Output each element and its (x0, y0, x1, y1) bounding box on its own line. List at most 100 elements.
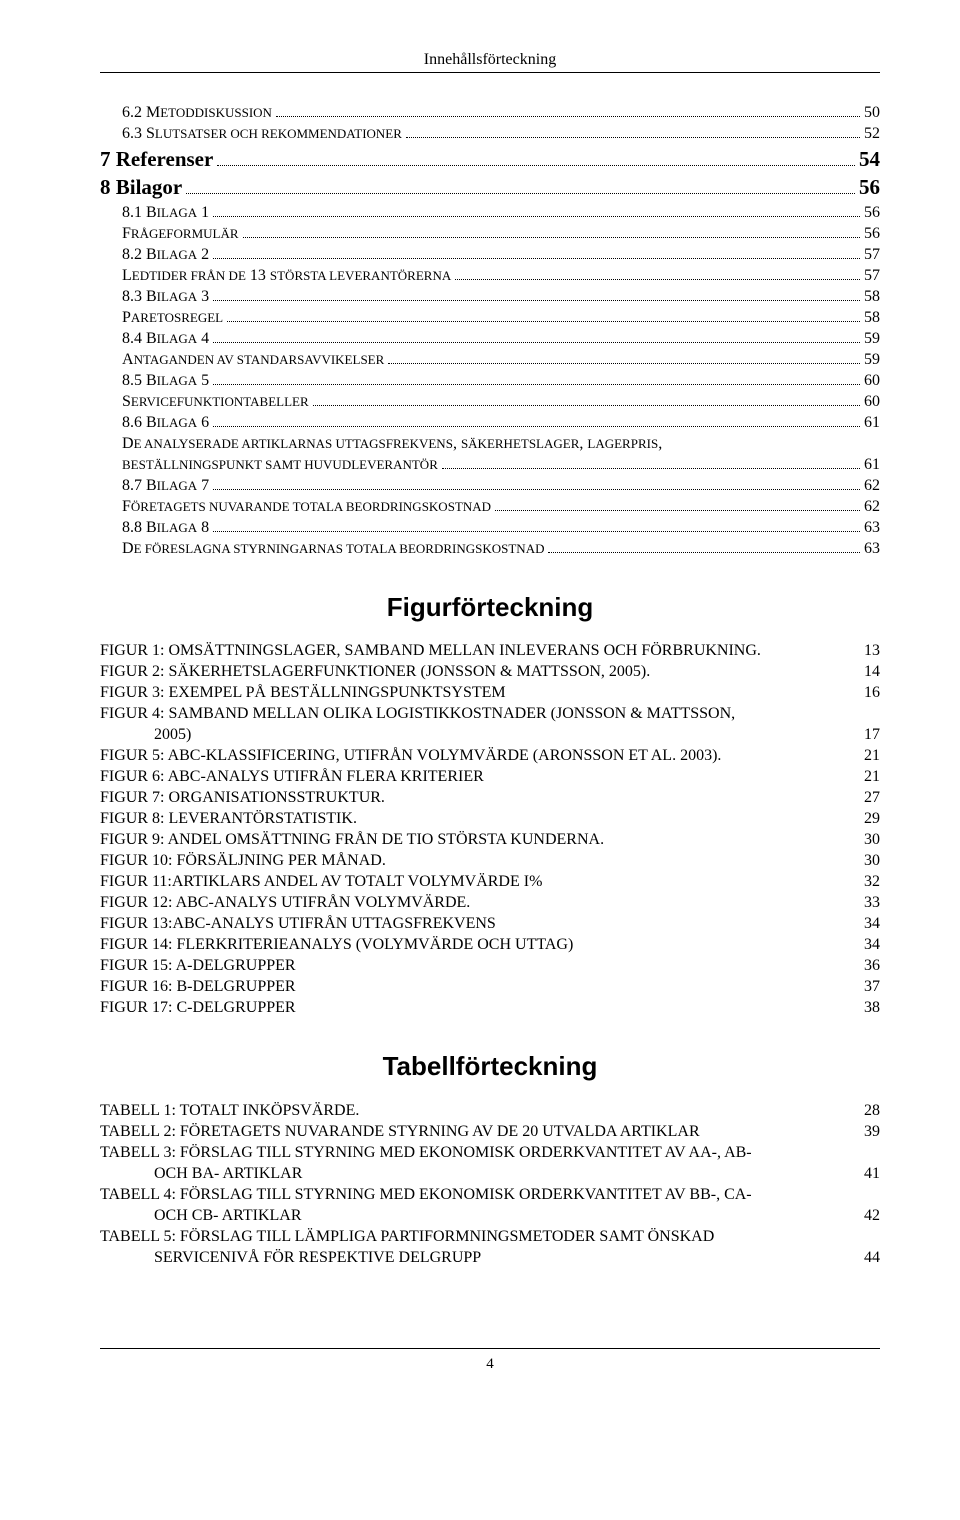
list-entry: FIGUR 1: OMSÄTTNINGSLAGER, SAMBAND MELLA… (100, 641, 880, 661)
list-entry-page: 28 (850, 1101, 880, 1121)
list-entry-page: 33 (850, 893, 880, 913)
toc-entry: SERVICEFUNKTIONTABELLER 60 (100, 392, 880, 412)
toc-entry-label: 8.4 BILAGA 4 (122, 329, 209, 349)
toc-leader-dots (213, 426, 860, 427)
toc-entry-page: 60 (864, 371, 880, 391)
toc-entry-label: 6.2 METODDISKUSSION (122, 103, 272, 123)
list-entry: TABELL 1: TOTALT INKÖPSVÄRDE.28 (100, 1101, 880, 1121)
list-entry-label: OCH CB- ARTIKLAR (100, 1206, 850, 1226)
toc-entry-label: 8.8 BILAGA 8 (122, 518, 209, 538)
toc-leader-dots (217, 165, 855, 166)
list-entry-page: 17 (850, 725, 880, 745)
table-list-heading: Tabellförteckning (100, 1050, 880, 1083)
toc-entry-page: 61 (864, 455, 880, 475)
toc-entry-page: 52 (864, 124, 880, 144)
toc-leader-dots (406, 137, 860, 138)
list-entry: FIGUR 4: SAMBAND MELLAN OLIKA LOGISTIKKO… (100, 704, 880, 724)
toc-entry-label: DE FÖRESLAGNA STYRNINGARNAS TOTALA BEORD… (122, 539, 544, 559)
toc-entry-page: 63 (864, 539, 880, 559)
list-entry: FIGUR 8: LEVERANTÖRSTATISTIK.29 (100, 809, 880, 829)
list-entry: FIGUR 7: ORGANISATIONSSTRUKTUR.27 (100, 788, 880, 808)
toc-entry-page: 56 (864, 224, 880, 244)
toc-entry-label: SERVICEFUNKTIONTABELLER (122, 392, 309, 412)
list-entry-page: 36 (850, 956, 880, 976)
list-entry-label: FIGUR 14: FLERKRITERIEANALYS (VOLYMVÄRDE… (100, 935, 850, 955)
toc-entry: FÖRETAGETS NUVARANDE TOTALA BEORDRINGSKO… (100, 497, 880, 517)
toc-entry: 8.8 BILAGA 863 (100, 518, 880, 538)
list-entry: FIGUR 3: EXEMPEL PÅ BESTÄLLNINGSPUNKTSYS… (100, 683, 880, 703)
list-entry: FIGUR 2: SÄKERHETSLAGERFUNKTIONER (JONSS… (100, 662, 880, 682)
footer-rule (100, 1348, 880, 1349)
list-entry-page: 30 (850, 851, 880, 871)
list-entry-label: FIGUR 4: SAMBAND MELLAN OLIKA LOGISTIKKO… (100, 704, 850, 724)
list-entry-page: 42 (850, 1206, 880, 1226)
toc-entry-page: 62 (864, 476, 880, 496)
toc-leader-dots (313, 405, 860, 406)
list-entry: FIGUR 6: ABC-ANALYS UTIFRÅN FLERA KRITER… (100, 767, 880, 787)
toc-entry-page: 57 (864, 266, 880, 286)
list-entry-label: FIGUR 10: FÖRSÄLJNING PER MÅNAD. (100, 851, 850, 871)
list-entry-page (850, 704, 880, 724)
toc-leader-dots (213, 258, 860, 259)
list-entry: TABELL 5: FÖRSLAG TILL LÄMPLIGA PARTIFOR… (100, 1227, 880, 1247)
toc-leader-dots (548, 552, 860, 553)
list-entry-label: FIGUR 15: A-DELGRUPPER (100, 956, 850, 976)
list-entry-label: FIGUR 13:ABC-ANALYS UTIFRÅN UTTAGSFREKVE… (100, 914, 850, 934)
toc-entry-page: 60 (864, 392, 880, 412)
list-entry-label: FIGUR 7: ORGANISATIONSSTRUKTUR. (100, 788, 850, 808)
toc-entry-page: 50 (864, 103, 880, 123)
toc-entry-page: 59 (864, 329, 880, 349)
list-entry-label: FIGUR 11:ARTIKLARS ANDEL AV TOTALT VOLYM… (100, 872, 850, 892)
list-entry: FIGUR 10: FÖRSÄLJNING PER MÅNAD.30 (100, 851, 880, 871)
list-entry-label: TABELL 4: FÖRSLAG TILL STYRNING MED EKON… (100, 1185, 850, 1205)
toc-entry-label: 8.2 BILAGA 2 (122, 245, 209, 265)
list-entry: TABELL 3: FÖRSLAG TILL STYRNING MED EKON… (100, 1143, 880, 1163)
toc-leader-dots (213, 384, 860, 385)
toc-entry-page: 56 (859, 174, 880, 200)
list-entry-label: FIGUR 5: ABC-KLASSIFICERING, UTIFRÅN VOL… (100, 746, 850, 766)
list-entry-label: TABELL 3: FÖRSLAG TILL STYRNING MED EKON… (100, 1143, 850, 1163)
toc-entry: 8.6 BILAGA 6 61 (100, 413, 880, 433)
toc-entry: BESTÄLLNINGSPUNKT SAMT HUVUDLEVERANTÖR 61 (100, 455, 880, 475)
list-entry-page (850, 1143, 880, 1163)
toc-entry-label: FÖRETAGETS NUVARANDE TOTALA BEORDRINGSKO… (122, 497, 491, 517)
toc-leader-dots (213, 531, 860, 532)
list-entry: FIGUR 17: C-DELGRUPPER38 (100, 998, 880, 1018)
list-entry-page: 13 (850, 641, 880, 661)
toc-entry-label: 8.7 BILAGA 7 (122, 476, 209, 496)
toc-entry: LEDTIDER FRÅN DE 13 STÖRSTA LEVERANTÖRER… (100, 266, 880, 286)
list-entry-label: FIGUR 6: ABC-ANALYS UTIFRÅN FLERA KRITER… (100, 767, 850, 787)
toc-entry: ANTAGANDEN AV STANDARSAVVIKELSER59 (100, 350, 880, 370)
list-entry-label: FIGUR 3: EXEMPEL PÅ BESTÄLLNINGSPUNKTSYS… (100, 683, 850, 703)
list-entry-label: SERVICENIVÅ FÖR RESPEKTIVE DELGRUPP (100, 1248, 850, 1268)
toc-entry-page: 61 (864, 413, 880, 433)
running-header: Innehållsförteckning (100, 50, 880, 70)
toc-entry-label: 8.6 BILAGA 6 (122, 413, 209, 433)
list-entry: FIGUR 5: ABC-KLASSIFICERING, UTIFRÅN VOL… (100, 746, 880, 766)
toc-leader-dots (213, 342, 860, 343)
toc-leader-dots (227, 321, 860, 322)
toc-entry-label: 6.3 SLUTSATSER OCH REKOMMENDATIONER (122, 124, 402, 144)
toc-entry-page: 58 (864, 308, 880, 328)
list-entry-page: 27 (850, 788, 880, 808)
toc-leader-dots (455, 279, 860, 280)
list-entry: SERVICENIVÅ FÖR RESPEKTIVE DELGRUPP44 (100, 1248, 880, 1268)
list-entry-page: 29 (850, 809, 880, 829)
toc-entry: 8.7 BILAGA 7 62 (100, 476, 880, 496)
list-entry-label: FIGUR 12: ABC-ANALYS UTIFRÅN VOLYMVÄRDE. (100, 893, 850, 913)
toc-entry: DE FÖRESLAGNA STYRNINGARNAS TOTALA BEORD… (100, 539, 880, 559)
toc-entry: 7 Referenser54 (100, 146, 880, 172)
list-entry-page: 16 (850, 683, 880, 703)
toc-entry-label: BESTÄLLNINGSPUNKT SAMT HUVUDLEVERANTÖR (122, 455, 438, 475)
list-entry-label: FIGUR 16: B-DELGRUPPER (100, 977, 850, 997)
toc-entry: DE ANALYSERADE ARTIKLARNAS UTTAGSFREKVEN… (100, 434, 880, 454)
toc-leader-dots (388, 363, 860, 364)
list-entry-page: 32 (850, 872, 880, 892)
list-entry: FIGUR 13:ABC-ANALYS UTIFRÅN UTTAGSFREKVE… (100, 914, 880, 934)
toc-leader-dots (213, 489, 860, 490)
list-entry: TABELL 2: FÖRETAGETS NUVARANDE STYRNING … (100, 1122, 880, 1142)
toc-leader-dots (213, 216, 860, 217)
page-number: 4 (100, 1355, 880, 1374)
toc-entry: 8 Bilagor56 (100, 174, 880, 200)
toc-entry: 8.5 BILAGA 560 (100, 371, 880, 391)
